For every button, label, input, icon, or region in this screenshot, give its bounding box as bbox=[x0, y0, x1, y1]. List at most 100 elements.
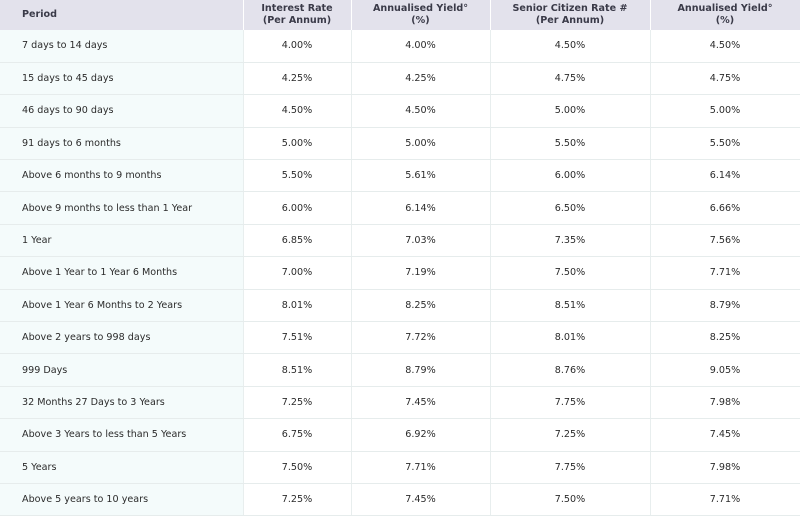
senior-citizen-rate-cell: 4.75% bbox=[490, 62, 651, 96]
table-row: 5 Years 7.50% 7.71% 7.75% 7.98% bbox=[0, 451, 800, 484]
senior-citizen-rate-cell: 6.50% bbox=[490, 191, 651, 225]
table-header: Period Interest Rate (Per Annum) Annuali… bbox=[0, 0, 800, 30]
period-cell: 46 days to 90 days bbox=[0, 94, 244, 128]
interest-rate-cell: 8.01% bbox=[243, 289, 352, 323]
table-row: 1 Year 6.85% 7.03% 7.35% 7.56% bbox=[0, 224, 800, 258]
period-cell: Above 2 years to 998 days bbox=[0, 321, 244, 355]
table-body: 7 days to 14 days 4.00% 4.00% 4.50% 4.50% 15 … bbox=[0, 30, 800, 517]
annualised-yield-cell: 7.03% bbox=[351, 224, 491, 258]
interest-rate-cell: 7.51% bbox=[243, 321, 352, 355]
senior-annualised-yield-cell: 7.56% bbox=[650, 224, 800, 258]
header-interest-rate: Interest Rate (Per Annum) bbox=[243, 0, 352, 30]
senior-citizen-rate-cell: 7.50% bbox=[490, 256, 651, 290]
senior-annualised-yield-cell: 4.50% bbox=[650, 30, 800, 63]
table-row: 46 days to 90 days 4.50% 4.50% 5.00% 5.00% bbox=[0, 94, 800, 128]
interest-rate-cell: 7.25% bbox=[243, 483, 352, 517]
interest-rate-cell: 7.00% bbox=[243, 256, 352, 290]
senior-annualised-yield-cell: 7.98% bbox=[650, 386, 800, 420]
senior-annualised-yield-cell: 8.25% bbox=[650, 321, 800, 355]
interest-rate-cell: 6.85% bbox=[243, 224, 352, 258]
table-row: Above 6 months to 9 months 5.50% 5.61% 6.00… bbox=[0, 159, 800, 193]
interest-rate-cell: 5.00% bbox=[243, 127, 352, 161]
period-cell: 5 Years bbox=[0, 451, 244, 484]
period-cell: Above 3 Years to less than 5 Years bbox=[0, 418, 244, 452]
period-cell: 1 Year bbox=[0, 224, 244, 258]
senior-citizen-rate-cell: 6.00% bbox=[490, 159, 651, 193]
senior-citizen-rate-cell: 4.50% bbox=[490, 30, 651, 63]
period-cell: Above 5 years to 10 years bbox=[0, 483, 244, 517]
period-cell: Above 1 Year to 1 Year 6 Months bbox=[0, 256, 244, 290]
senior-annualised-yield-cell: 7.45% bbox=[650, 418, 800, 452]
period-cell: 32 Months 27 Days to 3 Years bbox=[0, 386, 244, 420]
senior-annualised-yield-cell: 6.66% bbox=[650, 191, 800, 225]
header-row: Period Interest Rate (Per Annum) Annuali… bbox=[0, 0, 800, 30]
annualised-yield-cell: 8.79% bbox=[351, 353, 491, 387]
senior-citizen-rate-cell: 7.50% bbox=[490, 483, 651, 517]
annualised-yield-cell: 7.72% bbox=[351, 321, 491, 355]
annualised-yield-cell: 8.25% bbox=[351, 289, 491, 323]
header-annualised-yield-line1: Annualised Yield° bbox=[372, 3, 469, 14]
table-row: 7 days to 14 days 4.00% 4.00% 4.50% 4.50% bbox=[0, 30, 800, 63]
header-senior-citizen-rate-line2: (Per Annum) bbox=[535, 15, 605, 26]
interest-rate-cell: 8.51% bbox=[243, 353, 352, 387]
senior-citizen-rate-cell: 8.76% bbox=[490, 353, 651, 387]
header-annualised-yield-line2: (%) bbox=[411, 15, 430, 26]
senior-citizen-rate-cell: 5.50% bbox=[490, 127, 651, 161]
period-cell: Above 1 Year 6 Months to 2 Years bbox=[0, 289, 244, 323]
annualised-yield-cell: 7.71% bbox=[351, 451, 491, 484]
senior-annualised-yield-cell: 5.00% bbox=[650, 94, 800, 128]
annualised-yield-cell: 4.50% bbox=[351, 94, 491, 128]
header-senior-annualised-yield-line1: Annualised Yield° bbox=[677, 3, 773, 14]
table-row: Above 5 years to 10 years 7.25% 7.45% 7.50%… bbox=[0, 483, 800, 517]
senior-annualised-yield-cell: 7.71% bbox=[650, 256, 800, 290]
annualised-yield-cell: 6.14% bbox=[351, 191, 491, 225]
annualised-yield-cell: 4.00% bbox=[351, 30, 491, 63]
period-cell: 7 days to 14 days bbox=[0, 30, 244, 63]
header-senior-citizen-rate-line1: Senior Citizen Rate # bbox=[512, 3, 628, 14]
senior-annualised-yield-cell: 7.98% bbox=[650, 451, 800, 484]
senior-citizen-rate-cell: 8.51% bbox=[490, 289, 651, 323]
header-interest-rate-line1: Interest Rate bbox=[261, 3, 333, 14]
senior-annualised-yield-cell: 4.75% bbox=[650, 62, 800, 96]
header-period-label: Period bbox=[22, 9, 58, 20]
header-senior-citizen-rate: Senior Citizen Rate # (Per Annum) bbox=[490, 0, 651, 30]
header-annualised-yield: Annualised Yield° (%) bbox=[351, 0, 491, 30]
table-row: 15 days to 45 days 4.25% 4.25% 4.75% 4.75% bbox=[0, 62, 800, 96]
senior-citizen-rate-cell: 7.75% bbox=[490, 451, 651, 484]
table-row: Above 1 Year to 1 Year 6 Months 7.00% 7.19… bbox=[0, 256, 800, 290]
period-cell: Above 9 months to less than 1 Year bbox=[0, 191, 244, 225]
header-senior-annualised-yield-line2: (%) bbox=[715, 15, 735, 26]
table-row: 999 Days 8.51% 8.79% 8.76% 9.05% bbox=[0, 353, 800, 387]
senior-annualised-yield-cell: 8.79% bbox=[650, 289, 800, 323]
interest-rate-cell: 7.50% bbox=[243, 451, 352, 484]
header-period: Period bbox=[0, 0, 244, 30]
period-cell: 999 Days bbox=[0, 353, 244, 387]
annualised-yield-cell: 6.92% bbox=[351, 418, 491, 452]
senior-citizen-rate-cell: 7.25% bbox=[490, 418, 651, 452]
table-row: Above 9 months to less than 1 Year 6.00% 6… bbox=[0, 191, 800, 225]
header-interest-rate-line2: (Per Annum) bbox=[262, 15, 332, 26]
period-cell: 15 days to 45 days bbox=[0, 62, 244, 96]
interest-rate-cell: 6.75% bbox=[243, 418, 352, 452]
header-senior-annualised-yield: Annualised Yield° (%) bbox=[650, 0, 800, 30]
table-row: 91 days to 6 months 5.00% 5.00% 5.50% 5.50% bbox=[0, 127, 800, 161]
annualised-yield-cell: 5.00% bbox=[351, 127, 491, 161]
annualised-yield-cell: 5.61% bbox=[351, 159, 491, 193]
interest-rate-cell: 7.25% bbox=[243, 386, 352, 420]
interest-rate-cell: 6.00% bbox=[243, 191, 352, 225]
interest-rate-cell: 4.00% bbox=[243, 30, 352, 63]
annualised-yield-cell: 7.45% bbox=[351, 386, 491, 420]
senior-citizen-rate-cell: 5.00% bbox=[490, 94, 651, 128]
period-cell: Above 6 months to 9 months bbox=[0, 159, 244, 193]
senior-citizen-rate-cell: 7.35% bbox=[490, 224, 651, 258]
annualised-yield-cell: 7.45% bbox=[351, 483, 491, 517]
senior-annualised-yield-cell: 6.14% bbox=[650, 159, 800, 193]
senior-citizen-rate-cell: 8.01% bbox=[490, 321, 651, 355]
senior-annualised-yield-cell: 5.50% bbox=[650, 127, 800, 161]
table-row: 32 Months 27 Days to 3 Years 7.25% 7.45% 7.… bbox=[0, 386, 800, 420]
annualised-yield-cell: 7.19% bbox=[351, 256, 491, 290]
interest-rate-cell: 4.25% bbox=[243, 62, 352, 96]
table-row: Above 2 years to 998 days 7.51% 7.72% 8.01%… bbox=[0, 321, 800, 355]
interest-rate-cell: 4.50% bbox=[243, 94, 352, 128]
